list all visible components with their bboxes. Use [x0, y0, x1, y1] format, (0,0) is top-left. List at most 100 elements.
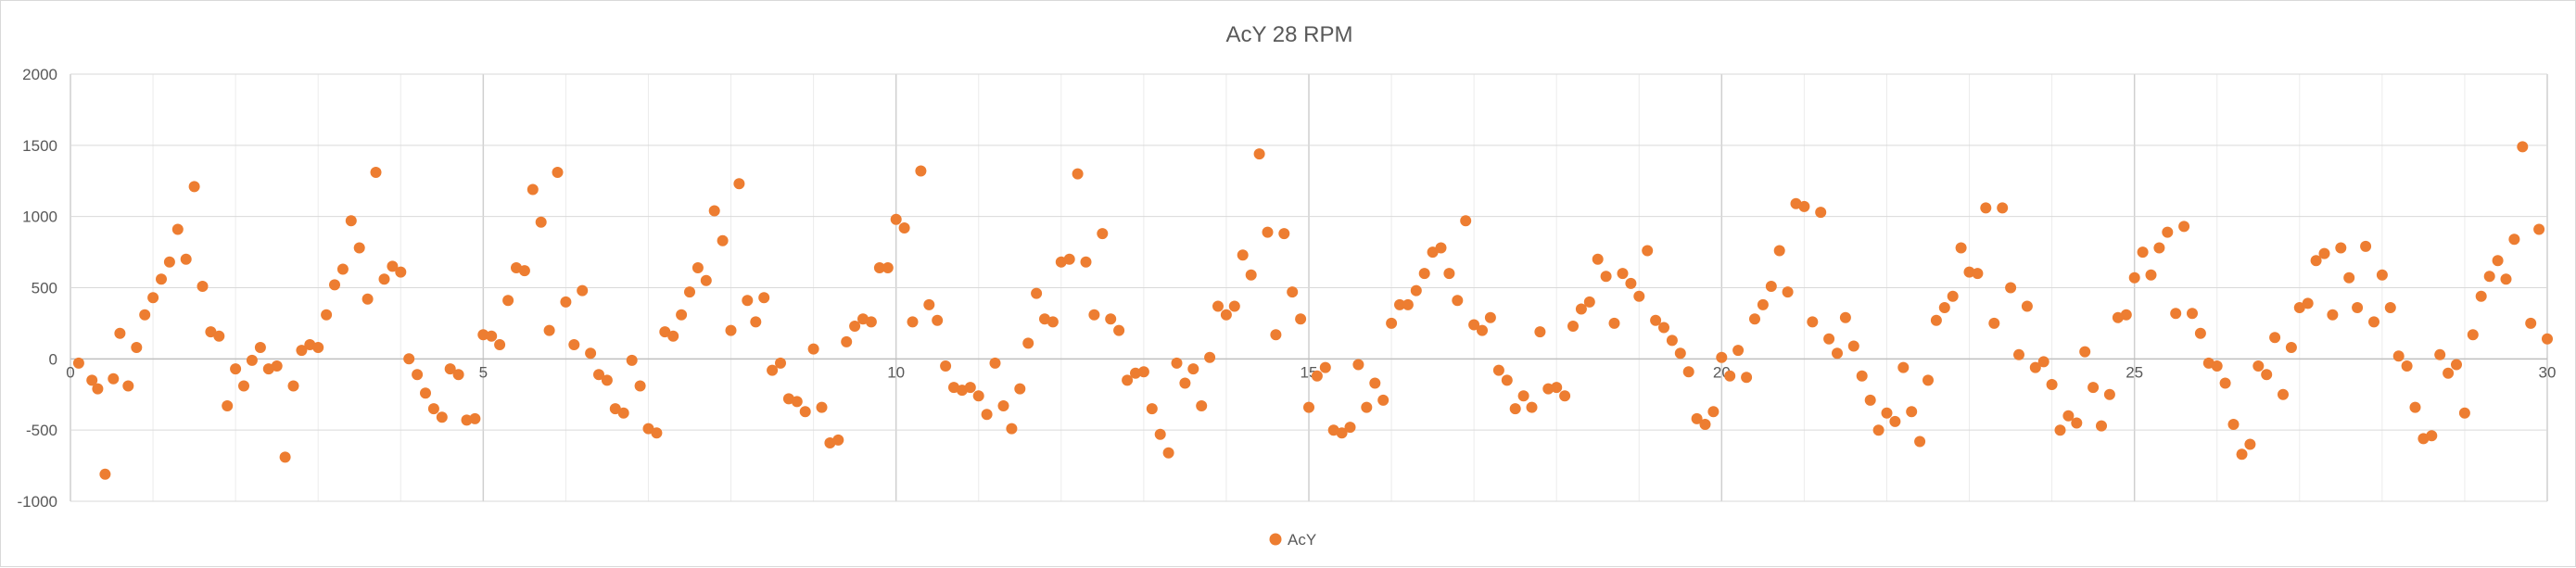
- data-point: [171, 223, 184, 235]
- data-point: [1171, 357, 1183, 369]
- data-point: [1972, 268, 1984, 280]
- chart-title: AcY 28 RPM: [1226, 22, 1353, 47]
- data-point: [477, 329, 489, 341]
- data-point: [568, 339, 580, 350]
- data-point: [1303, 401, 1314, 413]
- data-point: [617, 407, 629, 419]
- y-tick-label: 1000: [22, 208, 57, 226]
- data-point: [560, 296, 572, 308]
- data-point: [1642, 245, 1654, 257]
- data-point: [1847, 340, 1859, 352]
- data-point: [807, 343, 819, 355]
- y-tick-label: 0: [49, 350, 57, 368]
- data-points: [72, 141, 2553, 480]
- x-tick-label: 25: [2126, 363, 2143, 381]
- data-point: [1864, 394, 1876, 406]
- data-point: [1567, 321, 1579, 332]
- data-point: [684, 286, 695, 298]
- data-point: [436, 411, 448, 423]
- data-point: [1270, 329, 1282, 341]
- data-point: [890, 213, 902, 225]
- data-point: [1080, 256, 1092, 268]
- data-point: [114, 327, 126, 339]
- data-point: [2368, 316, 2379, 328]
- data-point: [1765, 281, 1777, 292]
- y-tick-label: 500: [32, 280, 57, 297]
- data-point: [2219, 377, 2231, 389]
- data-point: [1253, 148, 1265, 160]
- data-point: [543, 324, 555, 336]
- data-point: [1551, 382, 1563, 394]
- data-point: [1955, 242, 1967, 254]
- data-point: [1674, 347, 1686, 360]
- data-point: [279, 451, 291, 463]
- data-point: [1608, 317, 1620, 329]
- data-point: [1707, 406, 1719, 418]
- data-point: [518, 265, 530, 277]
- data-point: [708, 205, 720, 217]
- data-point: [2194, 327, 2206, 339]
- data-point: [907, 316, 919, 328]
- data-point: [122, 380, 134, 392]
- data-point: [197, 281, 209, 292]
- data-point: [2252, 360, 2265, 372]
- data-point: [246, 354, 258, 366]
- data-point: [2145, 269, 2157, 281]
- data-point: [1509, 403, 1521, 415]
- data-point: [2500, 273, 2512, 285]
- data-point: [387, 260, 399, 272]
- data-point: [725, 324, 737, 336]
- data-point: [494, 339, 506, 350]
- data-point: [1031, 287, 1043, 299]
- data-point: [2384, 302, 2396, 313]
- data-point: [1344, 422, 1356, 434]
- data-point: [2103, 388, 2115, 400]
- data-point: [1650, 314, 1662, 326]
- data-point: [1798, 200, 1810, 212]
- data-point: [108, 372, 120, 385]
- data-point: [791, 396, 803, 408]
- data-point: [981, 409, 993, 421]
- data-point: [1897, 361, 1910, 373]
- data-point: [1716, 351, 1728, 363]
- x-tick-label: 10: [887, 363, 905, 381]
- data-point: [758, 292, 770, 304]
- data-point: [1262, 226, 1274, 238]
- data-point: [1542, 383, 1554, 395]
- data-point: [1435, 242, 1447, 254]
- data-point: [2392, 350, 2405, 362]
- data-point: [312, 342, 324, 353]
- data-point: [1534, 326, 1546, 338]
- data-point: [1295, 313, 1307, 325]
- data-point: [997, 400, 1009, 411]
- data-point: [287, 380, 299, 392]
- data-point: [2178, 221, 2190, 233]
- data-point: [1187, 363, 1199, 375]
- data-point: [659, 326, 671, 338]
- data-point: [1245, 269, 1257, 281]
- data-point: [147, 292, 159, 304]
- data-point: [642, 423, 654, 435]
- legend-marker: [1269, 533, 1282, 546]
- data-point: [444, 363, 456, 375]
- data-point: [412, 369, 424, 381]
- data-point: [1773, 245, 1785, 257]
- data-point: [2005, 282, 2017, 294]
- data-point: [2013, 348, 2024, 360]
- data-point: [254, 342, 266, 353]
- data-point: [898, 222, 910, 234]
- data-point: [1063, 253, 1075, 265]
- data-point: [1575, 303, 1587, 315]
- data-point: [2508, 234, 2520, 246]
- data-point: [1319, 361, 1331, 373]
- data-point: [2458, 407, 2470, 419]
- data-point: [2525, 317, 2537, 329]
- data-point: [2227, 419, 2240, 430]
- data-point: [502, 295, 514, 307]
- data-point: [271, 360, 283, 372]
- data-point: [213, 330, 225, 342]
- data-point: [1460, 215, 1472, 227]
- data-point: [750, 316, 762, 328]
- legend-label: AcY: [1288, 531, 1316, 549]
